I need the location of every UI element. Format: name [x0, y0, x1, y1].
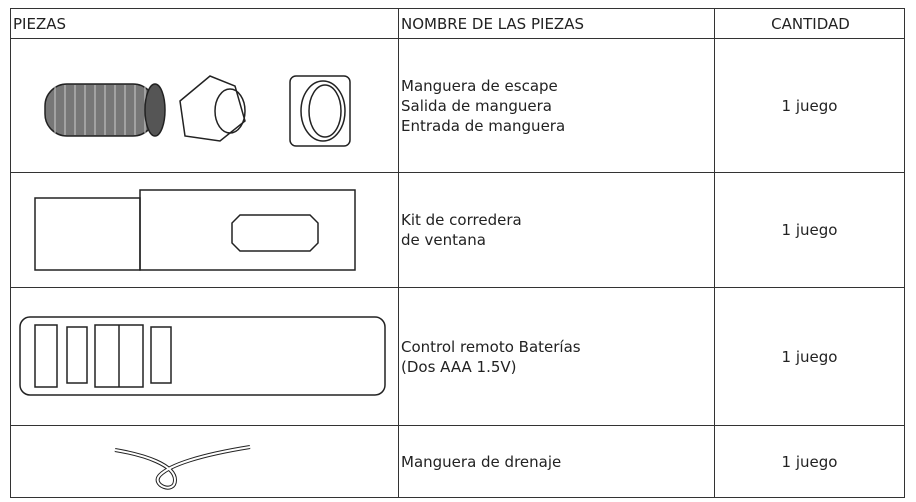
remote-icon: [18, 315, 386, 396]
name-line: Manguera de escape: [401, 76, 558, 95]
name-cell: Manguera de escape Salida de manguera En…: [398, 38, 715, 173]
name-cell: Manguera de drenaje: [398, 425, 715, 498]
quantity-cell: 1 juego: [714, 287, 905, 426]
quantity-cell: 1 juego: [714, 38, 905, 173]
image-cell: [10, 38, 399, 173]
name-line: de ventana: [401, 231, 486, 249]
header-cell: PIEZAS: [10, 8, 399, 39]
image-cell: [10, 425, 399, 498]
name-line: (Dos AAA 1.5V): [401, 357, 517, 376]
image-cell: [10, 172, 399, 288]
name-line: Entrada de manguera: [401, 116, 566, 135]
image-cell: [10, 287, 399, 426]
quantity-cell: 1 juego: [714, 172, 905, 288]
slider-icon: [33, 189, 356, 271]
name-line: Control remoto Baterías: [401, 337, 581, 356]
header-cell: NOMBRE DE LAS PIEZAS: [398, 8, 715, 39]
row: Manguera de escape Salida de manguera En…: [10, 38, 905, 173]
hose-icon: [43, 74, 351, 147]
row: Control remoto Baterías (Dos AAA 1.5V) 1…: [10, 287, 905, 426]
parts-table: PIEZAS NOMBRE DE LAS PIEZAS CANTIDAD Man…: [10, 8, 905, 498]
header-cell: CANTIDAD: [714, 8, 905, 39]
name-line: Manguera de drenaje: [401, 452, 562, 471]
drain-hose-icon: [114, 444, 250, 490]
name-cell: Kit de corredera de ventana: [398, 172, 715, 288]
row: Kit de corredera de ventana 1 juego: [10, 172, 905, 288]
name-line: Salida de manguera: [401, 96, 552, 115]
header-row: PIEZAS NOMBRE DE LAS PIEZAS CANTIDAD: [10, 8, 905, 39]
quantity-cell: 1 juego: [714, 425, 905, 498]
row: Manguera de drenaje 1 juego: [10, 425, 905, 498]
name-cell: Control remoto Baterías (Dos AAA 1.5V): [398, 287, 715, 426]
name-line: Kit de corredera: [401, 211, 522, 229]
